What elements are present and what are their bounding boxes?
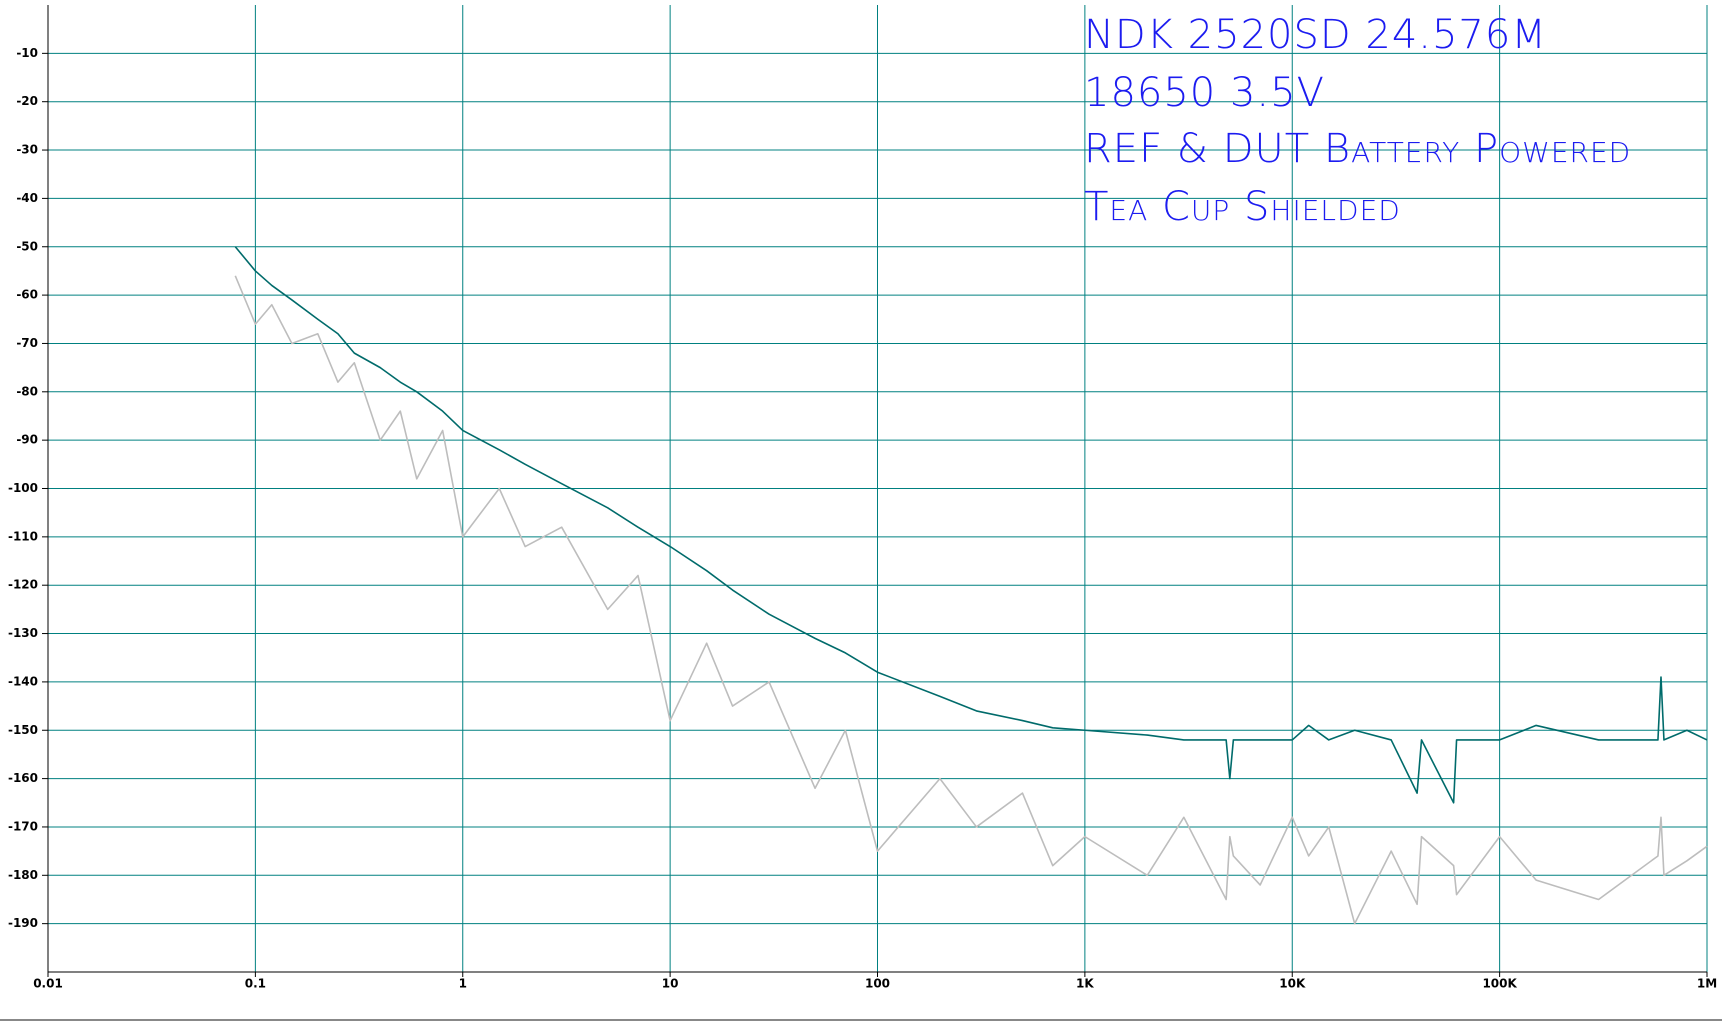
y-tick-label: -180 xyxy=(8,868,38,882)
x-tick-label: 1K xyxy=(1076,977,1094,991)
annotation: NDK 2520SD 24.576M xyxy=(1084,12,1547,58)
y-tick-label: -150 xyxy=(8,723,38,737)
y-tick-label: -170 xyxy=(8,819,38,833)
y-tick-label: -80 xyxy=(16,384,38,398)
y-tick-label: -100 xyxy=(8,481,38,495)
y-tick-label: -160 xyxy=(8,771,38,785)
y-tick-label: -20 xyxy=(16,94,38,108)
y-tick-label: -110 xyxy=(8,529,38,543)
y-tick-label: -70 xyxy=(16,336,38,350)
x-tick-label: 100 xyxy=(865,977,890,991)
series-line xyxy=(234,246,1708,804)
x-tick-label: 1M xyxy=(1697,977,1717,991)
series-line xyxy=(234,275,1708,925)
y-tick-label: -90 xyxy=(16,433,38,447)
annotation: Tea Cup Shielded xyxy=(1084,184,1401,230)
x-tick-label: 10 xyxy=(662,977,679,991)
x-tick-label: 100K xyxy=(1482,977,1517,991)
annotation: REF & DUT Battery Powered xyxy=(1084,126,1631,172)
y-tick-label: -190 xyxy=(8,916,38,930)
y-tick-label: -120 xyxy=(8,578,38,592)
y-tick-label: -40 xyxy=(16,191,38,205)
y-tick-label: -140 xyxy=(8,674,38,688)
y-tick-label: -130 xyxy=(8,626,38,640)
y-tick-label: -30 xyxy=(16,143,38,157)
x-tick-label: 0.1 xyxy=(245,977,266,991)
y-tick-label: -50 xyxy=(16,239,38,253)
x-tick-label: 10K xyxy=(1279,977,1306,991)
x-tick-label: 1 xyxy=(459,977,467,991)
annotation: 18650 3.5V xyxy=(1084,70,1325,116)
y-tick-label: -60 xyxy=(16,288,38,302)
y-tick-label: -10 xyxy=(16,46,38,60)
plot-lines xyxy=(234,246,1708,925)
grid xyxy=(42,5,1708,977)
x-tick-label: 0.01 xyxy=(33,977,63,991)
